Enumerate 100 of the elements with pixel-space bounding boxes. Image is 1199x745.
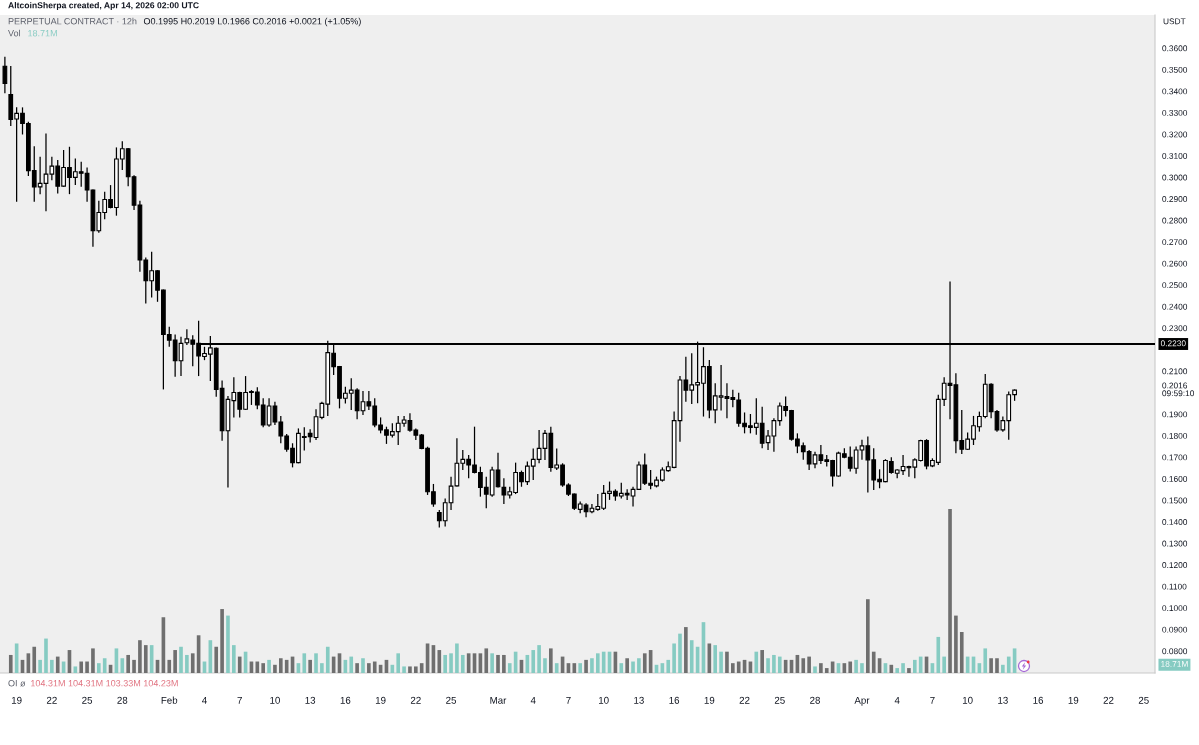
bar (954, 615, 958, 673)
bar (625, 658, 629, 673)
bar (901, 663, 905, 673)
bar (854, 659, 858, 673)
bar (507, 663, 512, 673)
bar (989, 658, 993, 673)
chart-subtitle: O0.1995 H0.2019 L0.1966 C0.2016 +0.0021 (+1.05%) (143, 17, 361, 27)
bar (138, 640, 142, 673)
x-tick-label: 16 (340, 696, 351, 704)
y-tick-label: 0.2800 (1162, 217, 1188, 224)
chart-title: Vol (8, 29, 20, 37)
bar (484, 648, 489, 673)
bar (278, 658, 283, 673)
bar (372, 661, 377, 673)
y-tick-label: 0.2100 (1162, 368, 1188, 375)
bar (97, 663, 101, 673)
y-tick-label: 0.0900 (1162, 626, 1188, 633)
bar (942, 656, 946, 673)
bar (273, 664, 277, 673)
bar (402, 666, 406, 673)
bar (631, 661, 635, 673)
bar (267, 659, 271, 673)
bar (449, 653, 453, 673)
x-tick-label: 7 (930, 696, 935, 704)
bar (102, 658, 107, 673)
bar (912, 659, 917, 673)
bar (261, 663, 266, 673)
bar (871, 651, 876, 673)
x-tick-label: 16 (669, 696, 680, 704)
bar (214, 646, 219, 673)
bar (713, 645, 718, 673)
bar (132, 659, 136, 673)
y-tick-label: 0.1400 (1162, 519, 1188, 525)
bar (237, 656, 242, 673)
bar (437, 650, 442, 673)
bar (349, 656, 354, 673)
bar (50, 659, 54, 673)
x-tick-label: Mar (490, 696, 507, 704)
x-tick-label: 4 (202, 696, 207, 704)
bar (983, 648, 988, 673)
bar (819, 663, 823, 673)
bar (719, 651, 723, 673)
bar (619, 663, 624, 673)
bar (754, 651, 759, 673)
y-tick-label: 0.0800 (1162, 648, 1188, 655)
bar (860, 663, 864, 673)
x-tick-label: 7 (566, 696, 571, 704)
x-tick-label: 25 (774, 696, 785, 704)
x-tick-label: 22 (739, 696, 750, 704)
bar (85, 661, 89, 673)
bar (866, 599, 870, 673)
y-tick-label: 0.3000 (1162, 174, 1188, 181)
bar (314, 653, 318, 673)
y-tick-label: 0.2900 (1162, 196, 1188, 202)
bar (848, 661, 853, 673)
text: OI ø 104.31M 104.31M 103.33M 104.23M (8, 680, 178, 687)
bar (813, 666, 817, 673)
bar (895, 668, 900, 673)
bar (325, 646, 330, 673)
bar (308, 659, 312, 673)
bar (143, 645, 148, 673)
bar (907, 668, 911, 673)
y-tick-label: 0.1800 (1162, 432, 1188, 439)
bar (543, 658, 547, 673)
x-tick-label: 7 (237, 696, 242, 704)
x-tick-label: 25 (1138, 696, 1149, 704)
x-tick-label: 25 (82, 696, 93, 704)
bar (173, 650, 177, 673)
bar (320, 663, 324, 673)
bar (595, 653, 600, 673)
bar (8, 654, 13, 673)
bar (777, 656, 782, 673)
bar (995, 658, 999, 673)
x-tick-label: 19 (704, 696, 715, 704)
bar (226, 615, 230, 673)
bar (167, 659, 172, 673)
bar (361, 658, 365, 673)
bar (408, 666, 412, 673)
x-tick-label: 22 (1103, 696, 1114, 704)
x-tick-label: 10 (270, 696, 280, 704)
y-tick-label: 0.1600 (1162, 475, 1188, 482)
bar (455, 643, 459, 673)
bar (554, 663, 559, 673)
y-tick-label: 0.2700 (1162, 239, 1188, 246)
x-tick-label: 19 (1068, 696, 1079, 704)
y-tick-label: 0.1500 (1162, 497, 1188, 504)
bar (689, 640, 694, 673)
bar (126, 654, 130, 673)
bar (666, 659, 671, 673)
y-axis-title: USDT (1163, 18, 1186, 25)
bar (578, 663, 583, 673)
bar (801, 658, 806, 673)
bar (642, 653, 647, 673)
x-tick-label: 22 (410, 696, 421, 704)
bar (255, 661, 260, 673)
x-tick-label: Feb (161, 696, 178, 704)
bar (772, 654, 776, 673)
bar (91, 648, 95, 673)
y-tick-label: 0.2016 09:59:10 (1162, 382, 1195, 397)
bar (549, 648, 553, 673)
